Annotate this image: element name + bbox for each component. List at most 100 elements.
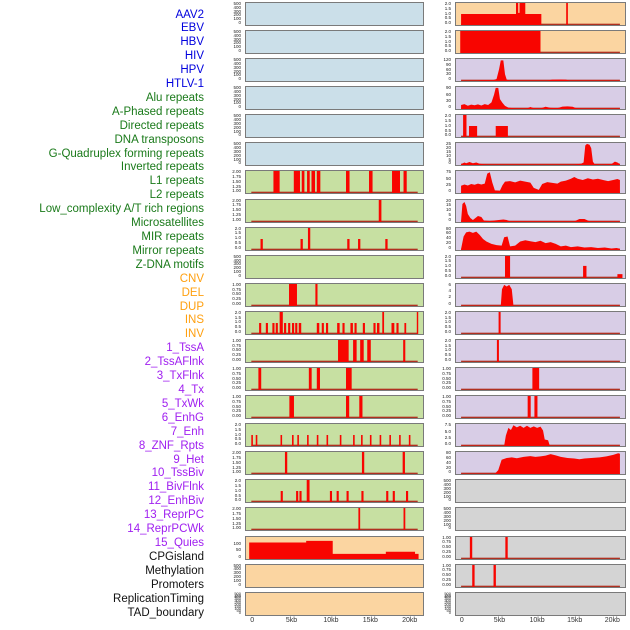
y-axis-low-complexity-a-t-rich-regions: 1.00 0.75 0.50 0.25 0.00: [203, 395, 243, 419]
y-axis-tick: 1.0: [444, 319, 451, 325]
y-axis-mir-repeats: 2.00 1.75 1.50 1.25 1.00: [203, 451, 243, 475]
track-panel-mirror-repeats: [245, 479, 424, 504]
y-axis-tick: 0: [448, 300, 451, 306]
track-panel-6-enhg: [455, 198, 626, 223]
data-bar: [361, 452, 365, 475]
track-data-14-reprpcwk: [461, 425, 620, 447]
y-axis-tick: 1.5: [234, 426, 241, 432]
track-panel-cpgisland: [455, 479, 626, 504]
y-axis-tick: 90: [445, 85, 451, 91]
data-bar: [361, 435, 363, 447]
data-bar: [403, 171, 407, 194]
data-bar: [378, 199, 382, 222]
y-axis-tick: 1.5: [234, 230, 241, 236]
y-axis-tick: 0: [448, 525, 451, 531]
y-axis-tick: 2.00: [232, 506, 241, 512]
track-label-cnv: CNV: [179, 272, 204, 285]
y-axis-tick: 0: [238, 104, 241, 110]
track-label-replicationtiming: ReplicationTiming: [113, 592, 204, 605]
data-bar: [373, 322, 376, 334]
track-panel-13-reprpc: [455, 395, 626, 420]
track-data-ins: [461, 3, 620, 25]
y-axis-tick: 0.0: [444, 356, 451, 362]
track-data-aav2: [246, 3, 423, 25]
y-axis-tick: 0.5: [234, 492, 241, 498]
y-axis-tick: 120: [443, 57, 451, 63]
y-axis-tick: 50: [235, 547, 241, 553]
y-axis-tick: 20: [445, 145, 451, 151]
baseline: [461, 164, 620, 166]
data-bar: [350, 322, 353, 334]
data-bar: [399, 435, 401, 447]
y-axis-tick: 1.00: [232, 281, 241, 287]
data-bar: [265, 322, 268, 334]
y-axis-tick: 200: [234, 602, 241, 608]
area-series: [461, 88, 620, 110]
y-axis-tick: 2.0: [444, 113, 451, 119]
data-bar: [463, 115, 467, 138]
y-axis-tick: 0: [238, 581, 241, 587]
y-axis-tick: 300: [443, 485, 451, 491]
area-series: [461, 453, 620, 475]
y-axis-tick: 0: [448, 244, 451, 250]
track-panel-a-phased-repeats: [245, 198, 424, 223]
area-series: [461, 144, 620, 166]
area-series: [461, 201, 620, 222]
track-panel-5-txwk: [455, 170, 626, 195]
y-axis-tick: 400: [233, 257, 241, 263]
y-axis-tick: 1.75: [232, 202, 241, 208]
data-bar: [416, 311, 419, 334]
y-axis-microsatellites: 2.0 1.5 1.0 0.5 0.0: [203, 423, 243, 447]
track-panel-10-tssbiv: [455, 310, 626, 335]
baseline: [251, 360, 418, 362]
track-data-7-enh: [461, 231, 620, 250]
y-axis-tick: 200: [233, 12, 241, 18]
y-axis-tick: 500: [233, 253, 241, 259]
data-bar: [298, 322, 302, 334]
y-axis-hiv: 500 400 300 200 100 0: [203, 86, 243, 110]
y-axis-tick: 500: [234, 590, 241, 596]
track-panel-inverted-repeats: [245, 310, 424, 335]
y-axis-tick: 0: [448, 188, 451, 194]
data-bar: [347, 238, 350, 250]
y-axis-tick: 400: [443, 510, 451, 516]
data-bar: [376, 322, 380, 334]
data-bar: [532, 368, 540, 391]
y-axis-tick: 2.0: [444, 29, 451, 35]
y-axis-tick: 400: [233, 4, 241, 10]
y-axis-tick: 0.75: [442, 370, 451, 376]
y-axis-directed-repeats: 2.0 1.5 1.0 0.5 0.0: [203, 226, 243, 251]
y-axis-tick: 20: [445, 197, 451, 203]
track-data-6-enhg: [461, 201, 620, 222]
baseline: [461, 557, 620, 559]
y-axis-tick: 350: [234, 596, 241, 602]
baseline: [251, 304, 418, 306]
y-axis-tick: 400: [233, 60, 241, 66]
y-axis-replicationtiming: 1.00 0.75 0.50 0.25 0.00: [413, 563, 453, 588]
y-axis-tick: 500: [443, 478, 451, 484]
y-axis-tick: 0.5: [444, 127, 451, 133]
y-axis-12-enhbiv: 1.00 0.75 0.50 0.25 0.00: [413, 367, 453, 391]
y-axis-tick: 5: [448, 211, 451, 217]
track-panel-dup: [245, 591, 424, 616]
data-bar: [392, 491, 395, 503]
y-axis-tick: 0: [448, 160, 451, 166]
data-bar: [346, 491, 349, 503]
track-panel-14-reprpcwk: [455, 423, 626, 448]
baseline: [251, 192, 418, 194]
y-axis-tad-boundary: 500 450 400 350 300 250 200 150 100 50 0: [413, 591, 453, 616]
track-label-aav2: AAV2: [175, 8, 204, 21]
data-bar: [495, 126, 508, 138]
track-label-low-complexity-a-t-rich-regions: Low_complexity A/T rich regions: [39, 203, 204, 216]
data-bar: [505, 536, 508, 559]
y-axis-tick: 1.5: [444, 5, 451, 11]
data-bar: [280, 435, 283, 447]
data-bar: [307, 435, 309, 447]
track-data-hpv: [246, 115, 423, 137]
area-series: [461, 231, 620, 250]
y-axis-tick: 200: [233, 152, 241, 158]
y-axis-tick: 0.0: [444, 48, 451, 54]
data-bar: [402, 452, 405, 475]
track-panel-2-tssaflnk: [455, 86, 626, 111]
